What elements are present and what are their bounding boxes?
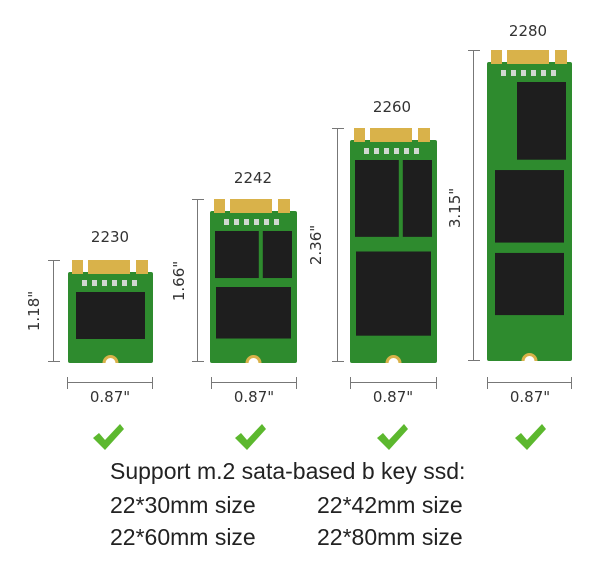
mounting-hole-center: [388, 358, 399, 363]
smd-component: [404, 148, 409, 154]
gold-contacts: [136, 260, 148, 274]
height-label-2260: 2.36": [307, 224, 326, 266]
smd-component: [92, 280, 97, 286]
gold-contacts: [88, 260, 130, 274]
smd-component: [274, 219, 279, 225]
flash-chip: [76, 292, 145, 339]
smd-component: [541, 70, 546, 76]
gold-contacts: [491, 50, 502, 64]
model-label-2280: 2280: [508, 22, 548, 40]
gold-contacts: [230, 199, 272, 213]
height-label-2230: 1.18": [25, 290, 44, 332]
gold-contacts: [354, 128, 365, 142]
model-label-2260: 2260: [372, 98, 412, 116]
cache-chip: [262, 231, 292, 279]
width-dimension-line: [67, 377, 153, 389]
ssd-board-2280: [487, 50, 572, 361]
size-2260: 22*60mm size: [110, 524, 256, 550]
width-label-2280: 0.87": [509, 388, 551, 406]
smd-component: [254, 219, 259, 225]
smd-component: [82, 280, 87, 286]
smd-component: [551, 70, 556, 76]
caption-headline: Support m.2 sata-based b key ssd:: [110, 458, 466, 484]
smd-component: [531, 70, 536, 76]
gold-contacts: [370, 128, 412, 142]
gold-contacts: [418, 128, 430, 142]
size-2230: 22*30mm size: [110, 492, 256, 518]
smd-component: [224, 219, 229, 225]
checkmark-icon: [235, 424, 266, 450]
smd-component: [244, 219, 249, 225]
height-label-2280: 3.15": [446, 187, 465, 229]
smd-component: [364, 148, 369, 154]
height-dimension-line: [332, 128, 344, 362]
ssd-board-2260: [350, 128, 437, 363]
smd-component: [234, 219, 239, 225]
width-label-2260: 0.87": [372, 388, 414, 406]
gold-contacts: [507, 50, 549, 64]
smd-component: [414, 148, 419, 154]
smd-component: [122, 280, 127, 286]
width-dimension-line: [350, 377, 437, 389]
controller-chip: [215, 231, 259, 279]
checkmark-icon: [377, 424, 408, 450]
cache-chip: [402, 160, 432, 237]
mounting-hole-center: [105, 358, 116, 363]
height-dimension-line: [48, 260, 60, 362]
gold-contacts: [214, 199, 225, 213]
width-label-2242: 0.87": [233, 388, 275, 406]
height-dimension-line: [192, 199, 204, 362]
smd-component: [112, 280, 117, 286]
size-2280: 22*80mm size: [317, 524, 463, 550]
gold-contacts: [278, 199, 290, 213]
smd-component: [511, 70, 516, 76]
checkmark-icon: [93, 424, 124, 450]
flash-chip: [495, 252, 564, 316]
width-label-2230: 0.87": [89, 388, 131, 406]
smd-component: [264, 219, 269, 225]
smd-component: [374, 148, 379, 154]
smd-component: [132, 280, 137, 286]
width-dimension-line: [487, 377, 572, 389]
smd-component: [394, 148, 399, 154]
flash-chip: [356, 251, 431, 336]
flash-chip: [216, 287, 291, 339]
ssd-board-2230: [68, 260, 153, 363]
mounting-hole-center: [248, 358, 259, 363]
smd-component: [521, 70, 526, 76]
controller-chip: [355, 160, 399, 237]
model-label-2230: 2230: [90, 228, 130, 246]
mounting-hole-center: [524, 356, 535, 361]
height-dimension-line: [468, 50, 480, 361]
smd-component: [102, 280, 107, 286]
flash-chip: [495, 170, 564, 243]
gold-contacts: [72, 260, 83, 274]
gold-contacts: [555, 50, 567, 64]
smd-component: [384, 148, 389, 154]
ssd-board-2242: [210, 199, 297, 363]
height-label-2242: 1.66": [170, 260, 189, 302]
smd-component: [501, 70, 506, 76]
controller-chip: [517, 82, 566, 160]
size-2242: 22*42mm size: [317, 492, 463, 518]
model-label-2242: 2242: [233, 169, 273, 187]
checkmark-icon: [515, 424, 546, 450]
width-dimension-line: [211, 377, 297, 389]
